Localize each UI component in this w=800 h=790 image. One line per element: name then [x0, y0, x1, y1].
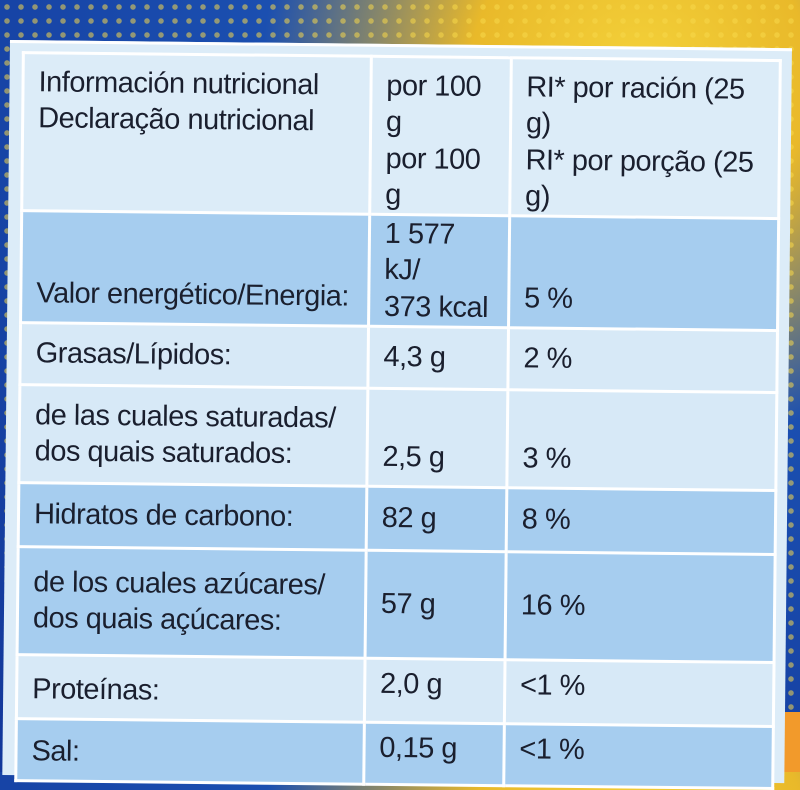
label-cell: Valor energético/Energia: [20, 210, 370, 327]
ri-value: <1 % [519, 669, 586, 702]
ri-cell: <1 % [504, 659, 775, 727]
per100-value: 4,3 g [383, 341, 446, 374]
per100-cell: 1 577 kJ/ 373 kcal [368, 214, 510, 328]
per100-cell: 4,3 g [367, 326, 509, 390]
row-label-es: de los cuales azúcares/ [33, 566, 326, 602]
ri-value: 16 % [520, 589, 586, 623]
ri-cell: 2 % [507, 327, 778, 393]
header-title-pt: Declaração nutricional [38, 102, 315, 138]
per100-value: 0,15 g [379, 731, 458, 765]
per100-cell: 82 g [365, 486, 507, 552]
label-cell: Grasas/Lípidos: [19, 322, 369, 389]
header-cell-per100: por 100 g por 100 g [369, 56, 512, 216]
header-cell-nutrition: Información nutricional Declaração nutri… [21, 52, 372, 215]
per100-value-kj: 1 577 kJ/ [384, 217, 455, 287]
label-cell: Proteínas: [16, 654, 365, 722]
row-label: Hidratos de carbono: [33, 498, 294, 534]
per100-cell: 2,5 g [366, 388, 508, 488]
per100-value-kcal: 373 kcal [383, 290, 489, 324]
ri-cell: 8 % [505, 487, 776, 555]
row-label-pt: dos quais açúcares: [32, 602, 282, 638]
label-cell: de los cuales azúcares/ dos quais açúcar… [17, 546, 366, 658]
table-row-energy: Valor energético/Energia: 1 577 kJ/ 373 … [20, 210, 779, 331]
row-label: Sal: [31, 734, 80, 768]
per100-value: 2,5 g [382, 440, 445, 474]
nutrition-label: Información nutricional Declaração nutri… [2, 40, 792, 789]
per100-cell: 0,15 g [363, 721, 505, 786]
table-row-sugars: de los cuales azúcares/ dos quais açúcar… [17, 546, 776, 663]
table-row-fat: Grasas/Lípidos: 4,3 g 2 % [19, 322, 778, 393]
row-label: Grasas/Lípidos: [35, 337, 232, 372]
row-label: Proteínas: [32, 672, 160, 707]
ri-value: 5 % [523, 281, 573, 315]
per100-value: 2,0 g [379, 667, 443, 701]
table-row-carbohydrate: Hidratos de carbono: 82 g 8 % [18, 482, 776, 555]
ri-cell: 5 % [508, 215, 779, 331]
per100-cell: 57 g [364, 550, 506, 660]
header-ri-pt: RI* por porção (25 g) [524, 143, 754, 213]
table-header-row: Información nutricional Declaração nutri… [21, 52, 781, 219]
label-cell: Hidratos de carbono: [18, 482, 367, 551]
header-per100-pt: por 100 g [384, 142, 481, 211]
nutrition-table: Información nutricional Declaração nutri… [14, 51, 782, 790]
row-label-es: de las cuales saturadas/ [34, 399, 336, 435]
ri-value: 2 % [523, 342, 573, 376]
row-label-pt: dos quais saturados: [34, 435, 293, 471]
ri-cell: 16 % [504, 551, 776, 663]
header-title-es: Información nutricional [38, 66, 319, 102]
table-row-protein: Proteínas: 2,0 g <1 % [16, 654, 775, 727]
per100-cell: 2,0 g [364, 657, 505, 724]
table-row-salt: Sal: 0,15 g <1 % [15, 718, 774, 789]
ri-value: 8 % [521, 503, 571, 537]
header-cell-ri: RI* por ración (25 g) RI* por porção (25… [509, 57, 781, 219]
label-cell: de las cuales saturadas/ dos quais satur… [18, 384, 368, 487]
ri-cell: 3 % [506, 389, 777, 491]
header-per100-es: por 100 g [385, 69, 482, 139]
table-row-saturates: de las cuales saturadas/ dos quais satur… [18, 384, 777, 491]
ri-value: <1 % [519, 733, 585, 766]
ri-cell: <1 % [503, 723, 774, 789]
header-ri-es: RI* por ración (25 g) [525, 71, 745, 140]
ri-value: 3 % [522, 441, 572, 475]
per100-value: 82 g [381, 502, 437, 535]
label-cell: Sal: [15, 718, 365, 784]
per100-value: 57 g [380, 588, 436, 621]
row-label: Valor energético/Energia: [36, 276, 350, 313]
